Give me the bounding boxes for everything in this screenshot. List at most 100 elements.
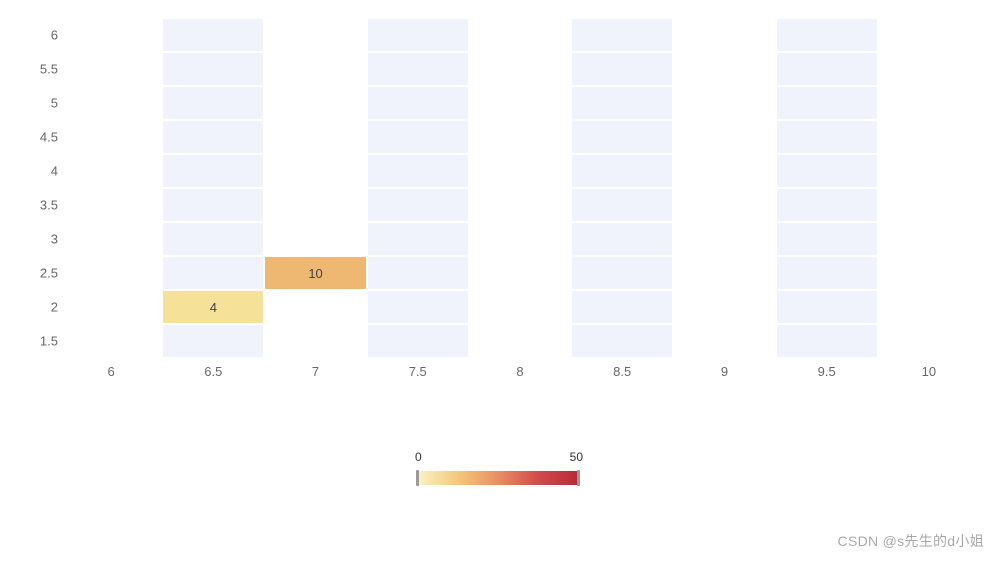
heatmap-cell[interactable] — [470, 19, 570, 51]
heatmap-cell[interactable] — [265, 19, 365, 51]
heatmap-cell[interactable] — [61, 53, 161, 85]
heatmap-cell[interactable] — [470, 121, 570, 153]
heatmap-cell[interactable] — [879, 291, 979, 323]
heatmap-cell[interactable] — [61, 121, 161, 153]
heatmap-cell[interactable] — [777, 291, 877, 323]
heatmap-cell[interactable] — [674, 155, 774, 187]
heatmap-cell[interactable] — [879, 87, 979, 119]
heatmap-cell[interactable] — [572, 87, 672, 119]
heatmap-cell[interactable] — [674, 189, 774, 221]
color-legend[interactable]: 0 50 — [418, 450, 578, 487]
y-axis: 1.522.533.544.555.56 — [20, 18, 58, 358]
heatmap-cell[interactable] — [265, 291, 365, 323]
heatmap-cell[interactable] — [368, 121, 468, 153]
legend-handle-max[interactable] — [577, 470, 580, 486]
heatmap-cell[interactable] — [368, 87, 468, 119]
heatmap-cell[interactable] — [572, 155, 672, 187]
heatmap-cell[interactable] — [879, 19, 979, 51]
heatmap-cell[interactable] — [777, 325, 877, 357]
heatmap-cell[interactable] — [265, 155, 365, 187]
heatmap-cell[interactable] — [674, 87, 774, 119]
heatmap-cell[interactable] — [470, 223, 570, 255]
heatmap-cell[interactable] — [265, 223, 365, 255]
heatmap-cell[interactable] — [674, 325, 774, 357]
heatmap-cell[interactable] — [163, 325, 263, 357]
heatmap-cell[interactable] — [368, 223, 468, 255]
heatmap-cell[interactable] — [572, 19, 672, 51]
heatmap-cell[interactable] — [572, 325, 672, 357]
heatmap-cell[interactable] — [163, 189, 263, 221]
x-axis-tick: 10 — [889, 364, 969, 379]
heatmap-cell[interactable] — [163, 87, 263, 119]
heatmap-cell[interactable] — [61, 155, 161, 187]
heatmap-cell[interactable] — [368, 291, 468, 323]
heatmap-cell[interactable] — [572, 257, 672, 289]
heatmap-cell[interactable] — [61, 257, 161, 289]
heatmap-cell[interactable] — [470, 189, 570, 221]
heatmap-cell[interactable] — [572, 53, 672, 85]
heatmap-cell[interactable] — [163, 121, 263, 153]
heatmap-cell[interactable] — [61, 189, 161, 221]
heatmap-cell[interactable] — [572, 121, 672, 153]
heatmap-cell[interactable] — [777, 155, 877, 187]
heatmap-cell[interactable] — [777, 53, 877, 85]
heatmap-cell[interactable] — [470, 291, 570, 323]
heatmap-cell[interactable] — [265, 87, 365, 119]
heatmap-cell[interactable] — [777, 189, 877, 221]
heatmap-cell[interactable] — [368, 189, 468, 221]
heatmap-cell[interactable] — [265, 325, 365, 357]
heatmap-cell[interactable] — [61, 87, 161, 119]
heatmap-cell[interactable] — [674, 223, 774, 255]
heatmap-cell[interactable] — [674, 19, 774, 51]
heatmap-cell[interactable] — [163, 257, 263, 289]
heatmap-cell[interactable] — [265, 53, 365, 85]
heatmap-cell[interactable] — [265, 189, 365, 221]
heatmap-cell[interactable] — [470, 325, 570, 357]
heatmap-cell[interactable] — [61, 291, 161, 323]
heatmap-cell[interactable]: 10 — [265, 257, 365, 289]
heatmap-cell[interactable] — [470, 155, 570, 187]
heatmap-cell[interactable] — [61, 223, 161, 255]
heatmap-cell[interactable] — [879, 121, 979, 153]
heatmap-cell[interactable] — [368, 257, 468, 289]
heatmap-cell[interactable] — [470, 53, 570, 85]
heatmap-cell[interactable] — [777, 121, 877, 153]
heatmap-cell[interactable] — [368, 19, 468, 51]
heatmap-cell[interactable] — [777, 87, 877, 119]
legend-max-label: 50 — [570, 450, 583, 464]
legend-handle-min[interactable] — [416, 470, 419, 486]
heatmap-cell[interactable] — [879, 325, 979, 357]
heatmap-cell[interactable] — [572, 189, 672, 221]
heatmap-cell[interactable] — [368, 53, 468, 85]
heatmap-cell[interactable] — [470, 87, 570, 119]
heatmap-grid: 410 — [60, 18, 980, 358]
heatmap-cell[interactable] — [879, 223, 979, 255]
heatmap-cell[interactable] — [368, 325, 468, 357]
heatmap-cell[interactable] — [674, 53, 774, 85]
heatmap-cell[interactable] — [777, 257, 877, 289]
heatmap-cell[interactable] — [879, 155, 979, 187]
heatmap-cell[interactable]: 4 — [163, 291, 263, 323]
heatmap-cell[interactable] — [163, 53, 263, 85]
y-axis-tick: 5 — [20, 97, 58, 110]
heatmap-cell[interactable] — [572, 291, 672, 323]
heatmap-cell[interactable] — [879, 53, 979, 85]
heatmap-cell[interactable] — [61, 325, 161, 357]
heatmap-cell[interactable] — [163, 19, 263, 51]
heatmap-cell[interactable] — [674, 121, 774, 153]
heatmap-cell[interactable] — [879, 189, 979, 221]
heatmap-cell[interactable] — [470, 257, 570, 289]
heatmap-cell[interactable] — [368, 155, 468, 187]
heatmap-cell[interactable] — [572, 223, 672, 255]
heatmap-cell[interactable] — [879, 257, 979, 289]
heatmap-cell[interactable] — [265, 121, 365, 153]
heatmap-cell[interactable] — [674, 257, 774, 289]
heatmap-cell[interactable] — [163, 223, 263, 255]
heatmap-cell[interactable] — [777, 19, 877, 51]
heatmap-cell[interactable] — [163, 155, 263, 187]
heatmap-cell[interactable] — [61, 19, 161, 51]
y-axis-tick: 4.5 — [20, 131, 58, 144]
heatmap-chart: 410 — [60, 18, 980, 358]
heatmap-cell[interactable] — [674, 291, 774, 323]
heatmap-cell[interactable] — [777, 223, 877, 255]
